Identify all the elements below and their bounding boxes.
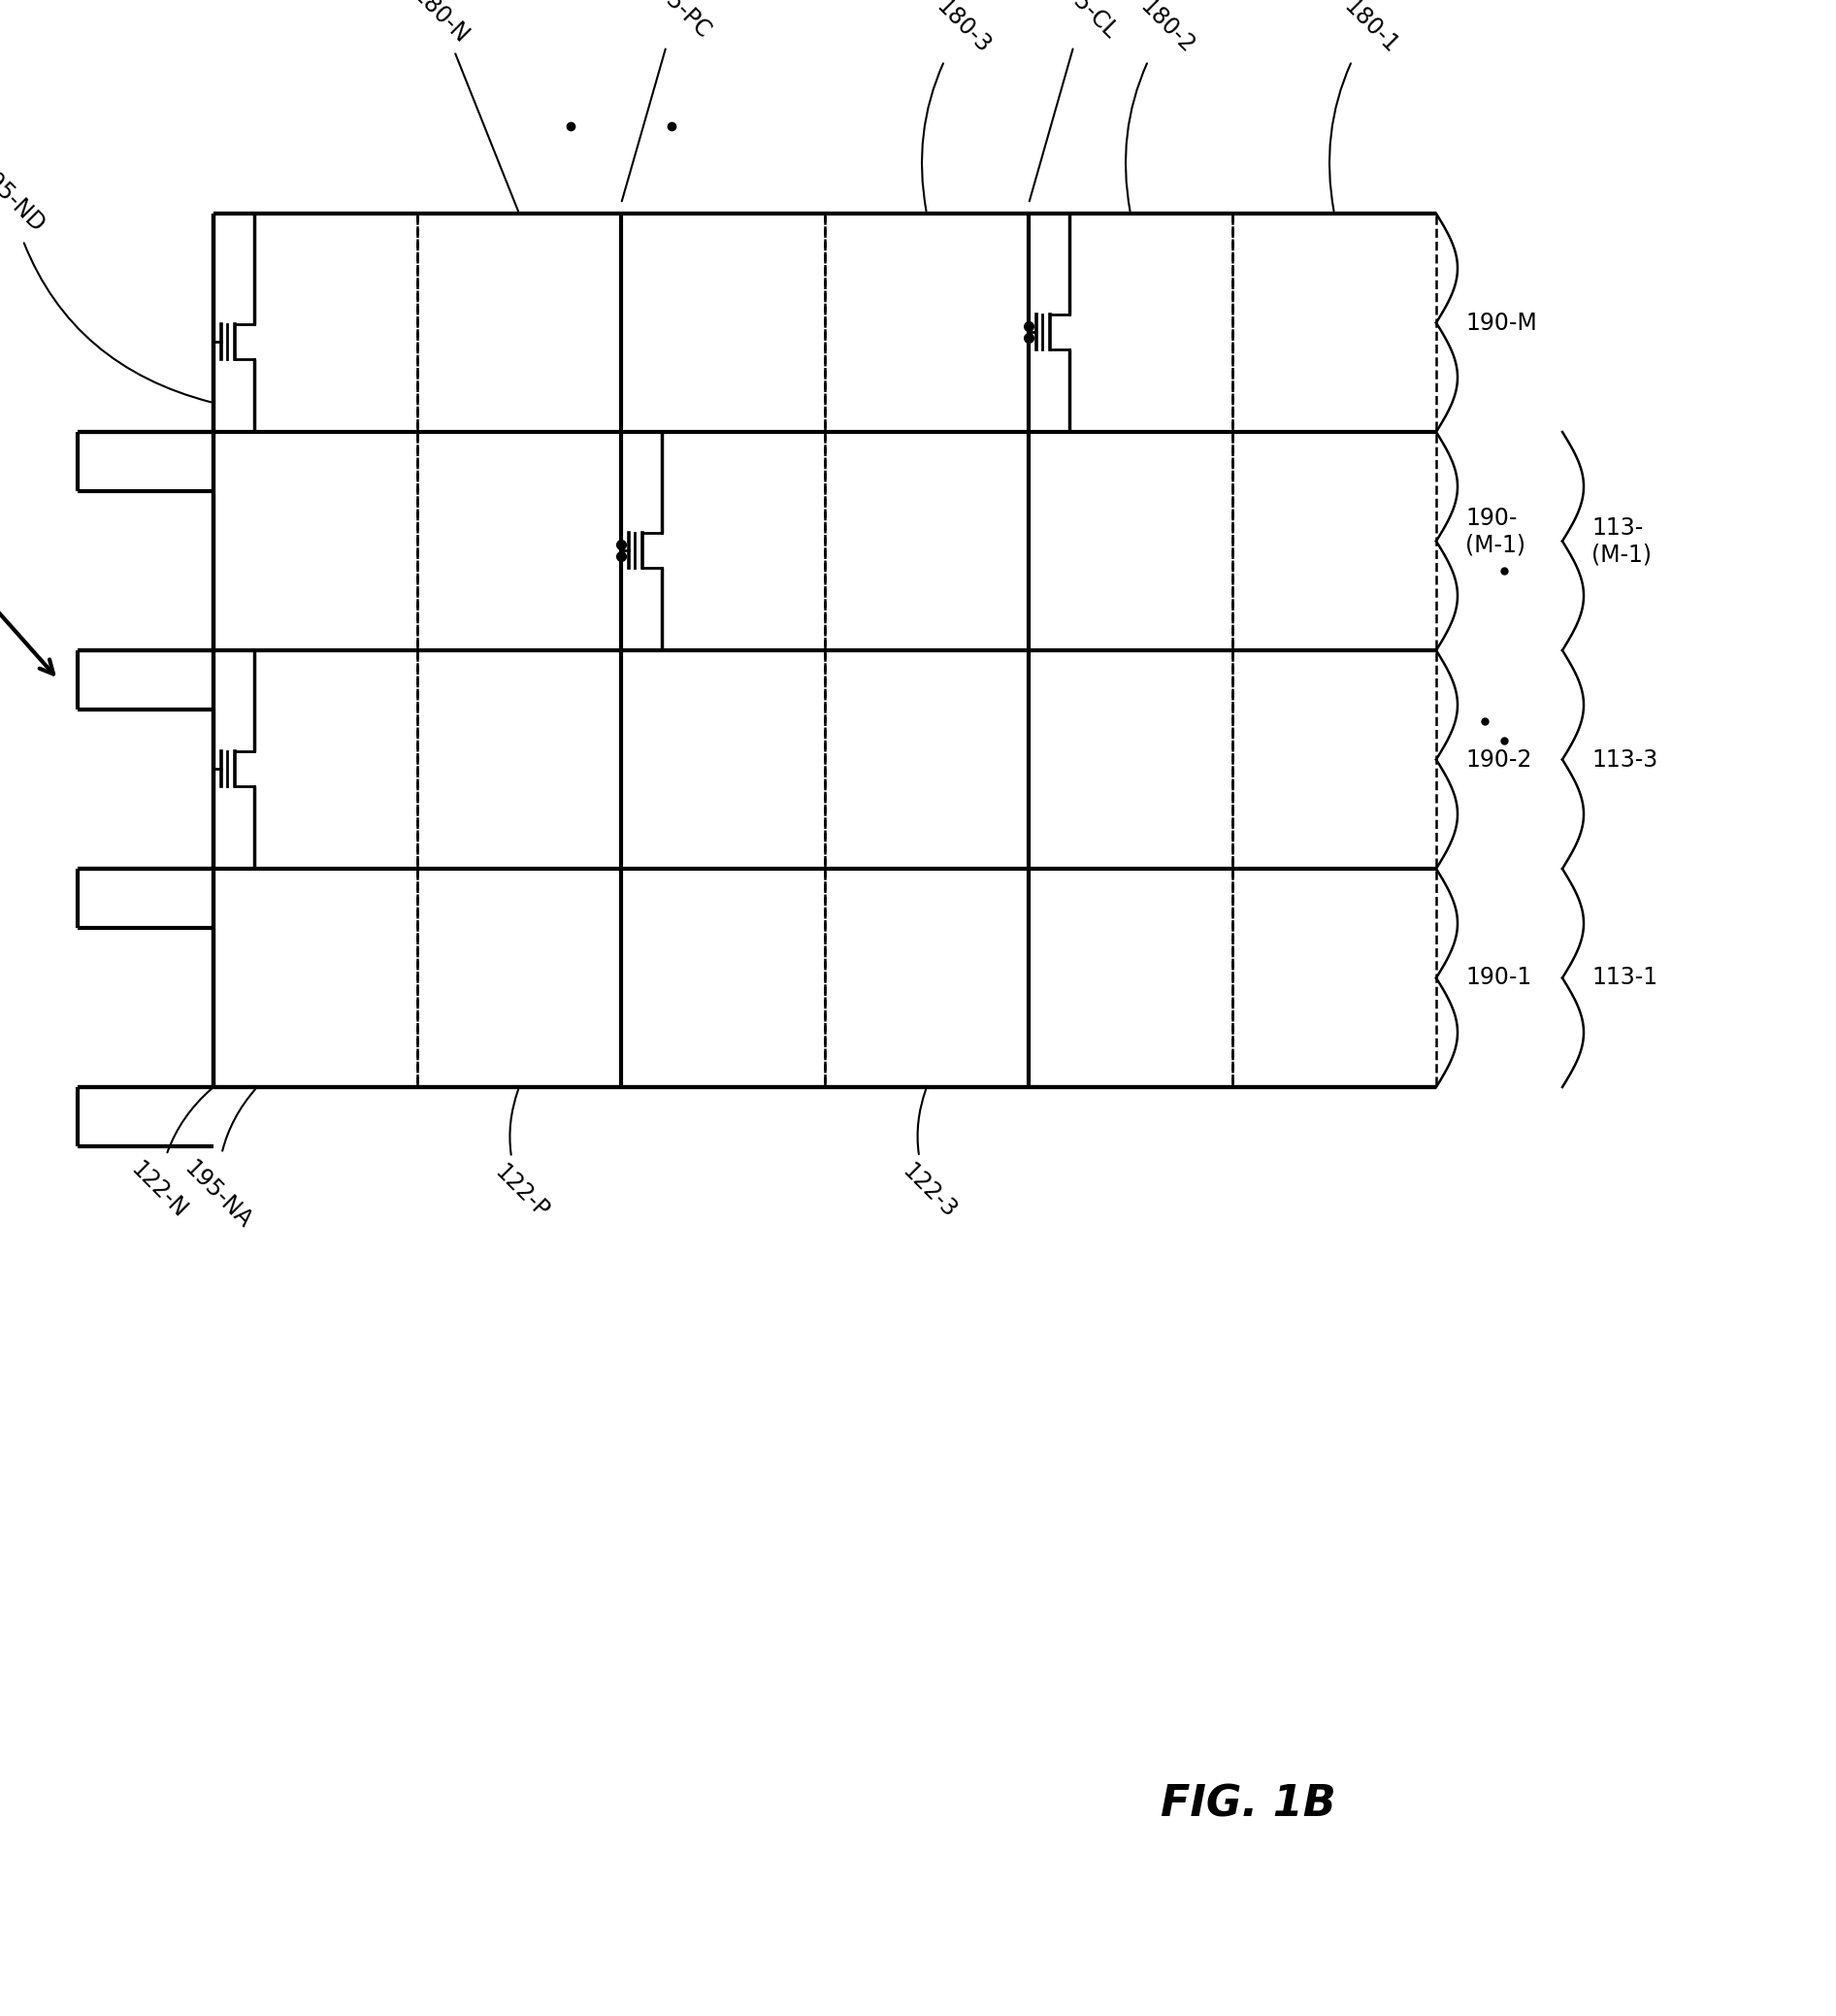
- Bar: [213, 214, 417, 431]
- Text: 180-1: 180-1: [1329, 0, 1403, 212]
- Bar: [417, 214, 621, 431]
- Bar: [1232, 651, 1436, 869]
- Text: 113-3: 113-3: [1592, 748, 1658, 772]
- Bar: [824, 869, 1028, 1087]
- Bar: [1028, 869, 1232, 1087]
- Text: 195-NA: 195-NA: [180, 1089, 255, 1232]
- Bar: [824, 651, 1028, 869]
- Text: 190-1: 190-1: [1465, 966, 1531, 990]
- Bar: [621, 214, 824, 431]
- Text: 122-P: 122-P: [490, 1089, 553, 1224]
- Bar: [621, 869, 824, 1087]
- Text: 113-1: 113-1: [1592, 966, 1658, 990]
- Bar: [824, 214, 1028, 431]
- Bar: [213, 651, 417, 869]
- Bar: [213, 431, 417, 651]
- Bar: [417, 431, 621, 651]
- Bar: [1028, 214, 1232, 431]
- Bar: [1028, 431, 1232, 651]
- Text: 180-2: 180-2: [1125, 0, 1199, 212]
- Text: 195-PC: 195-PC: [622, 0, 714, 202]
- Bar: [824, 431, 1028, 651]
- Text: FIG. 1B: FIG. 1B: [1160, 1784, 1337, 1824]
- Bar: [417, 651, 621, 869]
- Bar: [1232, 431, 1436, 651]
- Bar: [1232, 214, 1436, 431]
- Text: 122-3: 122-3: [898, 1089, 960, 1224]
- Text: 113-
(M-1): 113- (M-1): [1592, 516, 1652, 566]
- Bar: [1232, 869, 1436, 1087]
- Bar: [213, 869, 417, 1087]
- Text: 190-M: 190-M: [1465, 310, 1537, 335]
- Text: 195-CL: 195-CL: [1030, 0, 1122, 202]
- Text: 180-N: 180-N: [408, 0, 518, 212]
- Text: 190-2: 190-2: [1465, 748, 1531, 772]
- Text: 190-
(M-1): 190- (M-1): [1465, 506, 1526, 556]
- Text: 195-ND: 195-ND: [0, 159, 211, 401]
- Bar: [417, 869, 621, 1087]
- Bar: [621, 431, 824, 651]
- Bar: [621, 651, 824, 869]
- Text: 180-3: 180-3: [922, 0, 995, 212]
- Text: 122-N: 122-N: [127, 1089, 211, 1224]
- Bar: [1028, 651, 1232, 869]
